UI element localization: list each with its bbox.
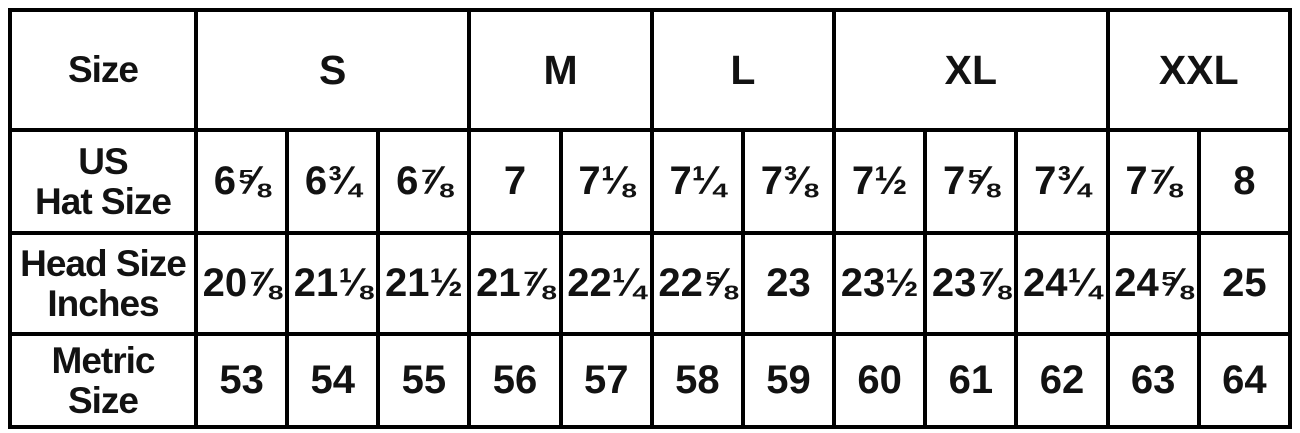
metric-size-row: Metric Size 53 54 55 56 57 58 59 60 61 6… <box>8 332 1293 429</box>
row-label-line: Hat Size <box>35 180 172 222</box>
head-size-cell: 23 <box>740 231 837 336</box>
head-size-cell: 22⅝ <box>649 231 745 336</box>
metric-size-cell: 60 <box>832 332 928 429</box>
size-group-m: M <box>467 8 654 132</box>
metric-size-cell: 64 <box>1196 332 1293 429</box>
size-group-xxl: XXL <box>1105 8 1293 132</box>
corner-header-size: Size <box>8 8 198 132</box>
metric-size-cell: 62 <box>1014 332 1110 429</box>
row-label-line: Inches <box>47 282 159 324</box>
size-group-xl: XL <box>832 8 1110 132</box>
metric-size-cell: 58 <box>649 332 745 429</box>
us-hat-size-cell: 7⅛ <box>558 128 654 235</box>
metric-size-cell: 57 <box>558 332 654 429</box>
us-hat-size-cell: 7⅞ <box>1105 128 1201 235</box>
head-size-cell: 23⅞ <box>923 231 1019 336</box>
metric-size-cell: 59 <box>740 332 837 429</box>
size-group-l: L <box>649 8 837 132</box>
us-hat-size-cell: 7⅜ <box>740 128 837 235</box>
row-label-line: Head Size <box>20 242 187 284</box>
head-size-cell: 24¼ <box>1014 231 1110 336</box>
head-size-inches-row: Head Size Inches 20⅞ 21⅛ 21½ 21⅞ 22¼ 22⅝… <box>8 231 1293 336</box>
us-hat-size-row: US Hat Size 6⅝ 6¾ 6⅞ 7 7⅛ 7¼ 7⅜ 7½ 7⅝ 7¾… <box>8 128 1293 235</box>
row-label-line: Metric <box>51 339 156 381</box>
row-label-us-hat-size: US Hat Size <box>8 128 198 235</box>
row-label-metric-size: Metric Size <box>8 332 198 429</box>
us-hat-size-cell: 7¼ <box>649 128 745 235</box>
us-hat-size-cell: 6¾ <box>285 128 381 235</box>
head-size-cell: 22¼ <box>558 231 654 336</box>
metric-size-cell: 55 <box>376 332 472 429</box>
head-size-cell: 23½ <box>832 231 928 336</box>
us-hat-size-cell: 8 <box>1196 128 1293 235</box>
size-chart-table: Size S M L XL XXL US Hat Size 6⅝ 6¾ 6⅞ 7… <box>8 8 1293 429</box>
us-hat-size-cell: 7¾ <box>1014 128 1110 235</box>
row-label-line: Size <box>67 379 139 421</box>
head-size-cell: 20⅞ <box>193 231 290 336</box>
row-label-head-size-inches: Head Size Inches <box>8 231 198 336</box>
metric-size-cell: 53 <box>193 332 290 429</box>
metric-size-cell: 54 <box>285 332 381 429</box>
head-size-cell: 21⅛ <box>285 231 381 336</box>
us-hat-size-cell: 7 <box>467 128 563 235</box>
row-label-line: US <box>78 140 128 182</box>
head-size-cell: 25 <box>1196 231 1293 336</box>
metric-size-cell: 61 <box>923 332 1019 429</box>
us-hat-size-cell: 7½ <box>832 128 928 235</box>
us-hat-size-cell: 7⅝ <box>923 128 1019 235</box>
size-group-header-row: Size S M L XL XXL <box>8 8 1293 132</box>
head-size-cell: 21½ <box>376 231 472 336</box>
size-group-s: S <box>193 8 472 132</box>
head-size-cell: 21⅞ <box>467 231 563 336</box>
us-hat-size-cell: 6⅝ <box>193 128 290 235</box>
metric-size-cell: 63 <box>1105 332 1201 429</box>
head-size-cell: 24⅝ <box>1105 231 1201 336</box>
us-hat-size-cell: 6⅞ <box>376 128 472 235</box>
metric-size-cell: 56 <box>467 332 563 429</box>
